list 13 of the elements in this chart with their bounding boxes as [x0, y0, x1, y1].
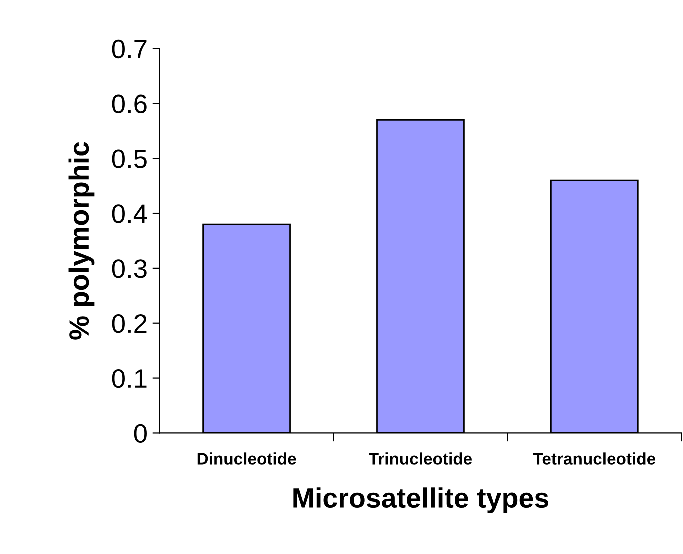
y-tick-label: 0.2 [112, 314, 147, 334]
y-axis-title: % polymorphic [68, 142, 95, 340]
y-tick-label: 0.3 [112, 260, 147, 278]
x-tick-label: Trinucleotide [369, 452, 472, 465]
x-axis-title: Microsatellite types [294, 488, 549, 514]
y-tick-label: 0.4 [112, 204, 148, 224]
y-tick-label: 0.7 [112, 40, 147, 59]
y-tick-label: 0.6 [112, 94, 147, 114]
y-tick-label: 0.1 [112, 369, 147, 388]
y-tick-label: 0.5 [112, 150, 147, 168]
y-tick-label: 0 [134, 424, 147, 444]
x-tick-label: Dinucleotide [198, 452, 296, 465]
x-tick-label: Tetranucleotide [533, 452, 656, 465]
